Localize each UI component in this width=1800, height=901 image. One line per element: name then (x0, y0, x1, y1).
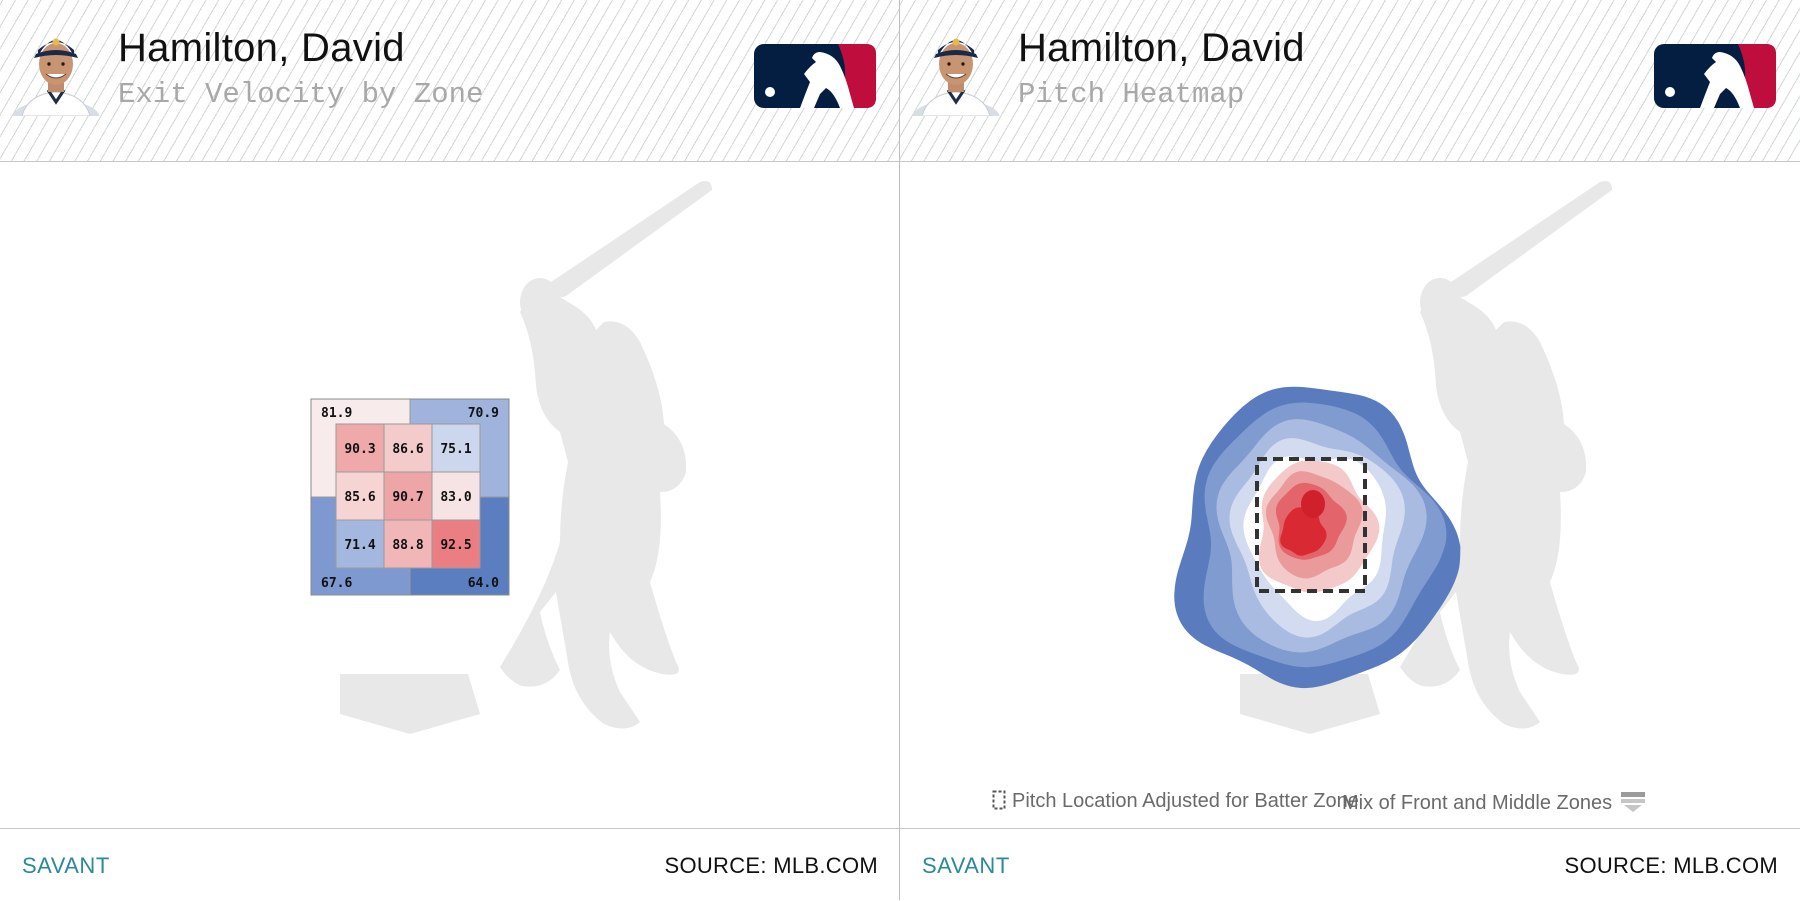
zone-cell-label: 92.5 (440, 538, 471, 553)
panel-header: Hamilton, David Exit Velocity by Zone (0, 0, 900, 162)
zone-cell-label: 86.6 (392, 442, 423, 457)
savant-link[interactable]: SAVANT (922, 853, 1010, 878)
outer-zone-label: 64.0 (468, 576, 499, 591)
player-name: Hamilton, David (1018, 26, 1305, 70)
outer-zone-label: 67.6 (321, 576, 352, 591)
pitch-density-contours (1174, 386, 1461, 689)
exit-velocity-svg: 81.9 70.9 67.6 64.0 90.3 86.6 75.1 85.6 90.7 83.0… (310, 181, 712, 734)
player-name: Hamilton, David (118, 26, 405, 70)
source-label: SOURCE: MLB.COM (1564, 853, 1778, 878)
zone-grid-frame (310, 398, 510, 596)
zone-cell-label: 90.3 (344, 442, 375, 457)
batter-silhouette (500, 181, 712, 729)
zone-cell-label: 85.6 (344, 490, 375, 505)
legend-mix-zones: Mix of Front and Middle Zones (1342, 790, 1646, 815)
source-label: SOURCE: MLB.COM (664, 853, 878, 878)
savant-link[interactable]: SAVANT (22, 853, 110, 878)
batter-silhouette (1400, 181, 1612, 729)
strike-zone-box (1255, 457, 1367, 593)
home-plate (1240, 674, 1380, 734)
mlb-logo (1654, 44, 1776, 108)
mlb-logo (754, 44, 876, 108)
outer-zone-label: 70.9 (468, 406, 499, 421)
zone-cell (431, 519, 481, 569)
zone-cell (431, 471, 481, 521)
player-headshot (12, 38, 100, 116)
panel-divider (899, 0, 900, 900)
legend-item-label: Pitch Location Adjusted for Batter Zone (1012, 790, 1359, 812)
pitch-heatmap-svg (1174, 181, 1612, 734)
zone-cell (335, 519, 385, 569)
zone-cell-label: 88.8 (392, 538, 423, 553)
zone-cell-label: 75.1 (440, 442, 471, 457)
dashed-box-icon (992, 790, 1006, 810)
outer-zone-label: 81.9 (321, 406, 352, 421)
pitch-heatmap-plot: Pitch Location Adjusted for Batter Zone … (900, 162, 1800, 828)
zone-cell-label: 71.4 (344, 538, 375, 553)
home-plate (340, 674, 480, 734)
panel-footer: SAVANT SOURCE: MLB.COM (0, 828, 900, 901)
exit-velocity-plot: 81.9 70.9 67.6 64.0 90.3 86.6 75.1 85.6 90.7 83.0… (0, 162, 900, 828)
zone-cell-label: 90.7 (392, 490, 423, 505)
panel-exit-velocity: Hamilton, David Exit Velocity by Zone 81… (0, 0, 900, 901)
chart-subtitle: Exit Velocity by Zone (118, 78, 484, 111)
legend-adjusted-zone: Pitch Location Adjusted for Batter Zone (992, 790, 1359, 813)
zone-cell-label: 83.0 (440, 490, 471, 505)
exit-velocity-zone-labels: 81.9 70.9 67.6 64.0 90.3 86.6 75.1 85.6 90.7 83.0… (321, 406, 499, 591)
panel-footer: SAVANT SOURCE: MLB.COM (900, 828, 1800, 901)
exit-velocity-zone-grid (310, 398, 510, 596)
legend-item-label: Mix of Front and Middle Zones (1342, 792, 1613, 814)
panel-pitch-heatmap: Hamilton, David Pitch Heatmap (900, 0, 1800, 901)
zone-cell (335, 423, 385, 473)
zone-cell (383, 471, 433, 521)
density-peak (1301, 490, 1325, 518)
panel-header: Hamilton, David Pitch Heatmap (900, 0, 1800, 162)
zone-cell (431, 423, 481, 473)
density-contour-level-9 (1280, 507, 1327, 556)
chart-subtitle: Pitch Heatmap (1018, 78, 1245, 111)
zone-mix-icon (1621, 792, 1646, 812)
player-headshot (912, 38, 1000, 116)
